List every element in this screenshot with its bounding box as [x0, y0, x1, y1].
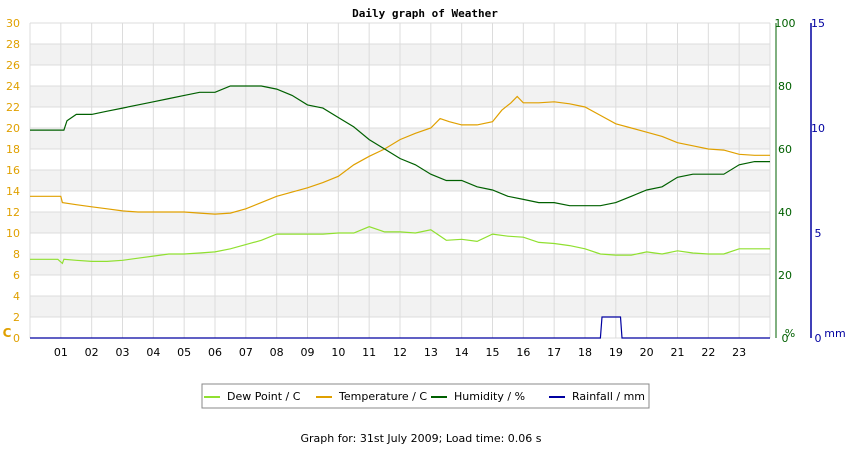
- x-tick-label: 19: [609, 346, 623, 359]
- series-line: [30, 226, 770, 265]
- left-tick-label: 28: [6, 38, 20, 51]
- right2-tick-label: 5: [815, 227, 822, 240]
- series-line: [30, 85, 770, 207]
- left-tick-label: 14: [6, 185, 20, 198]
- left-tick-label: 6: [13, 269, 20, 282]
- left-tick-label: 12: [6, 206, 20, 219]
- right2-tick-label: 15: [811, 17, 825, 30]
- grid-lines: [29, 22, 771, 339]
- x-tick-label: 22: [701, 346, 715, 359]
- series-line: [30, 95, 770, 215]
- x-tick-label: 06: [208, 346, 222, 359]
- x-tick-label: 01: [54, 346, 68, 359]
- right2-tick-label: 10: [811, 122, 825, 135]
- left-tick-label: 22: [6, 101, 20, 114]
- x-tick-label: 23: [732, 346, 746, 359]
- left-tick-label: 24: [6, 80, 20, 93]
- legend-label: Humidity / %: [454, 390, 525, 403]
- legend-label: Temperature / C: [338, 390, 427, 403]
- x-tick-label: 20: [640, 346, 654, 359]
- right1-tick-label: 0: [782, 332, 789, 345]
- left-tick-label: 16: [6, 164, 20, 177]
- x-tick-label: 07: [239, 346, 253, 359]
- legend: Dew Point / C Temperature / C Humidity / %…: [201, 383, 650, 409]
- left-tick-label: 30: [6, 17, 20, 30]
- x-tick-label: 03: [116, 346, 130, 359]
- right1-tick-label: 80: [778, 80, 792, 93]
- left-tick-label: 10: [6, 227, 20, 240]
- x-tick-label: 05: [177, 346, 191, 359]
- right1-tick-label: 20: [778, 269, 792, 282]
- chart-title: Daily graph of Weather: [352, 7, 498, 20]
- x-tick-label: 15: [486, 346, 500, 359]
- footer-text: Graph for: 31st July 2009; Load time: 0.…: [300, 432, 541, 445]
- x-tick-label: 11: [362, 346, 376, 359]
- x-tick-label: 12: [393, 346, 407, 359]
- right2-tick-label: 0: [815, 332, 822, 345]
- left-tick-label: 8: [13, 248, 20, 261]
- right1-tick-label: 100: [775, 17, 796, 30]
- legend-label: Rainfall / mm: [572, 390, 645, 403]
- x-tick-label: 18: [578, 346, 592, 359]
- right2-axis-unit: mm: [824, 327, 845, 340]
- x-tick-label: 04: [146, 346, 160, 359]
- x-tick-label: 02: [85, 346, 99, 359]
- x-tick-label: 13: [424, 346, 438, 359]
- right1-tick-label: 60: [778, 143, 792, 156]
- x-tick-label: 17: [547, 346, 561, 359]
- right1-axis-unit: %: [785, 327, 795, 340]
- right1-tick-label: 40: [778, 206, 792, 219]
- x-tick-label: 14: [455, 346, 469, 359]
- series-layer: [30, 85, 770, 339]
- left-tick-label: 20: [6, 122, 20, 135]
- x-tick-label: 10: [331, 346, 345, 359]
- legend-box: [201, 383, 650, 409]
- x-tick-label: 09: [301, 346, 315, 359]
- legend-label: Dew Point / C: [227, 390, 301, 403]
- left-tick-label: 18: [6, 143, 20, 156]
- left-tick-label: 2: [13, 311, 20, 324]
- x-tick-label: 21: [671, 346, 685, 359]
- left-axis-unit: C: [3, 326, 12, 340]
- left-tick-label: 26: [6, 59, 20, 72]
- x-tick-label: 16: [516, 346, 530, 359]
- left-tick-label: 4: [13, 290, 20, 303]
- x-tick-label: 08: [270, 346, 284, 359]
- series-line: [30, 316, 770, 339]
- left-tick-label: 0: [13, 332, 20, 345]
